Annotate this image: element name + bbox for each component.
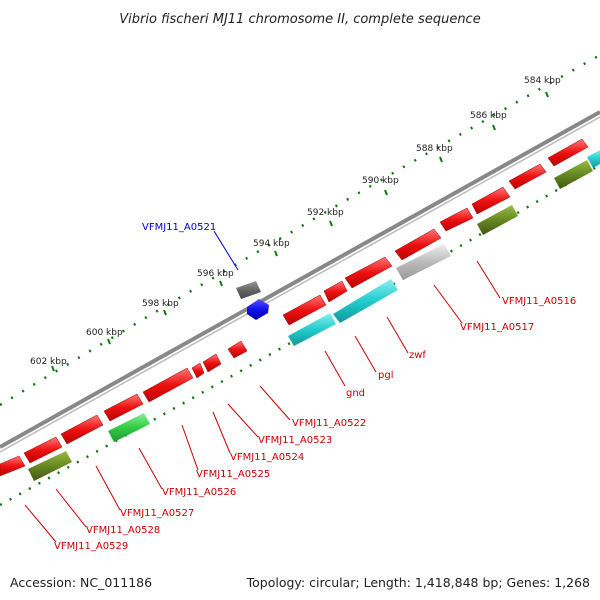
- ruler: 584 kbp 586 kbp 588 kbp 590 kbp 592 kbp …: [30, 76, 561, 367]
- gene-arrow[interactable]: [60, 414, 104, 445]
- leader-line: [138, 447, 163, 490]
- ruler-line: [0, 53, 600, 407]
- ruler-tick: [439, 156, 443, 163]
- gene-arrow[interactable]: [344, 256, 393, 289]
- cds-box[interactable]: [587, 150, 600, 168]
- gene-label[interactable]: VFMJ11_A0516: [502, 296, 576, 307]
- leader-line: [181, 424, 199, 471]
- gene-arrow[interactable]: [202, 353, 222, 373]
- gene-arrow[interactable]: [191, 362, 205, 379]
- cds-box[interactable]: [247, 299, 269, 320]
- gene-label[interactable]: zwf: [409, 350, 426, 361]
- sequence-backbone: [0, 110, 600, 449]
- gene-arrow[interactable]: [547, 138, 589, 167]
- ruler-tick: [51, 365, 55, 372]
- ruler-tick: [219, 280, 223, 287]
- ruler-tick: [274, 250, 278, 257]
- gene-label[interactable]: VFMJ11_A0524: [230, 452, 304, 463]
- gene-label[interactable]: VFMJ11_A0517: [460, 322, 534, 333]
- cds-box[interactable]: [333, 279, 398, 323]
- ruler-tick-label: 596 kbp: [197, 269, 234, 279]
- gene-arrow[interactable]: [471, 186, 511, 215]
- gene-arrow[interactable]: [439, 207, 474, 232]
- leader-lines: [24, 230, 501, 543]
- gene-label[interactable]: VFMJ11_A0522: [292, 418, 366, 429]
- cds-features: [28, 150, 600, 481]
- cds-box[interactable]: [396, 244, 451, 280]
- ruler-tick-label: 592 kbp: [307, 208, 344, 218]
- ruler-tick-label: 590 kbp: [362, 176, 399, 186]
- leader-line: [213, 230, 239, 271]
- gene-label[interactable]: VFMJ11_A0528: [86, 525, 160, 536]
- leader-line: [476, 260, 501, 299]
- cds-box[interactable]: [236, 281, 261, 299]
- gene-label[interactable]: VFMJ11_A0526: [162, 487, 236, 498]
- map-title: Vibrio fischeri MJ11 chromosome II, comp…: [119, 12, 480, 27]
- ruler-tick: [329, 220, 333, 227]
- gene-arrow[interactable]: [23, 436, 63, 464]
- ruler-tick: [163, 309, 167, 316]
- ruler-tick: [107, 338, 111, 345]
- sequence-backbone-shadow: [0, 116, 600, 453]
- leader-line: [95, 465, 121, 511]
- gene-arrow[interactable]: [0, 455, 26, 477]
- gene-labels: VFMJ11_A0516 VFMJ11_A0517 zwf pgl gnd VF…: [54, 222, 576, 552]
- ruler-tick: [384, 189, 388, 196]
- gene-label[interactable]: gnd: [346, 388, 365, 399]
- leader-line: [433, 284, 463, 324]
- gene-arrow[interactable]: [394, 228, 442, 261]
- gene-label[interactable]: VFMJ11_A0521: [142, 222, 216, 233]
- leader-line: [324, 350, 346, 387]
- ruler-tick: [492, 124, 496, 131]
- ruler-tick: [545, 91, 549, 98]
- gene-label[interactable]: VFMJ11_A0529: [54, 541, 128, 552]
- leader-line: [386, 316, 409, 354]
- leader-line: [227, 403, 259, 438]
- leader-line: [55, 488, 87, 528]
- leader-line: [24, 504, 57, 543]
- cds-box[interactable]: [554, 160, 593, 189]
- ruler-tick-label: 588 kbp: [416, 144, 453, 154]
- topology-summary: Topology: circular; Length: 1,418,848 bp…: [246, 575, 590, 590]
- gene-arrow[interactable]: [227, 340, 248, 359]
- gene-arrow[interactable]: [323, 280, 348, 303]
- gene-label[interactable]: pgl: [378, 370, 393, 381]
- leader-line: [259, 385, 291, 421]
- ruler-tick-label: 602 kbp: [30, 357, 67, 367]
- gene-arrow[interactable]: [103, 393, 144, 422]
- accession-text: Accession: NC_011186: [10, 575, 152, 590]
- gene-arrow[interactable]: [282, 294, 327, 326]
- leader-line: [212, 411, 231, 454]
- gene-label[interactable]: VFMJ11_A0527: [120, 508, 194, 519]
- cds-box[interactable]: [477, 205, 518, 235]
- gene-arrow[interactable]: [508, 163, 547, 190]
- ruler-tick-label: 600 kbp: [86, 328, 123, 338]
- ruler-tick-label: 598 kbp: [142, 299, 179, 309]
- gene-label[interactable]: VFMJ11_A0523: [258, 435, 332, 446]
- ruler-tick-label: 594 kbp: [253, 239, 290, 249]
- ruler-tick-label: 584 kbp: [524, 76, 561, 86]
- gene-label[interactable]: VFMJ11_A0525: [196, 469, 270, 480]
- cds-box[interactable]: [288, 313, 336, 346]
- forward-genes: [0, 138, 589, 477]
- ruler-tick-label: 586 kbp: [470, 111, 507, 121]
- leader-line: [354, 335, 377, 373]
- cds-box[interactable]: [28, 451, 72, 481]
- cds-box[interactable]: [108, 413, 150, 442]
- gene-arrow[interactable]: [142, 367, 194, 403]
- ruler-major-ticks: [51, 91, 549, 372]
